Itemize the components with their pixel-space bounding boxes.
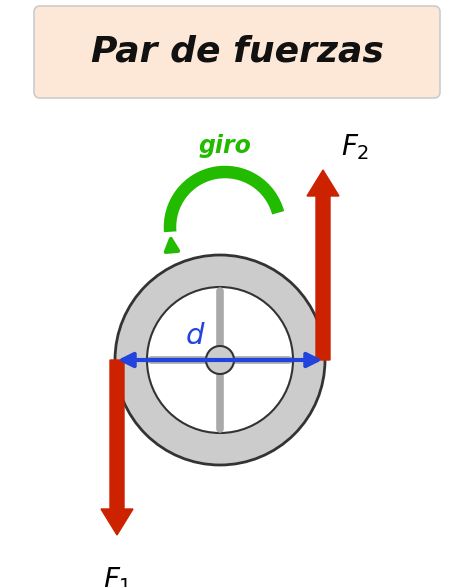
Circle shape bbox=[115, 255, 325, 465]
Text: $F_1$: $F_1$ bbox=[103, 565, 131, 587]
Text: $d$: $d$ bbox=[185, 322, 205, 350]
Text: $F_2$: $F_2$ bbox=[341, 132, 369, 162]
Circle shape bbox=[147, 287, 293, 433]
Text: giro: giro bbox=[199, 134, 251, 158]
FancyArrow shape bbox=[307, 170, 339, 360]
FancyBboxPatch shape bbox=[34, 6, 440, 98]
Text: Par de fuerzas: Par de fuerzas bbox=[91, 35, 383, 69]
FancyArrow shape bbox=[101, 360, 133, 535]
Circle shape bbox=[206, 346, 234, 374]
